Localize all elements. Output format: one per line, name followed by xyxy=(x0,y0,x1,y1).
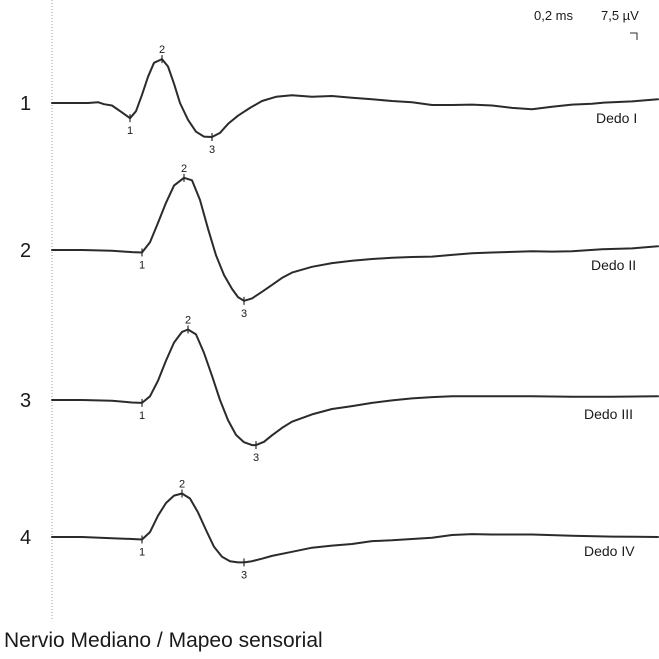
marker-label-2: 2 xyxy=(179,479,185,491)
trace-number: 3 xyxy=(20,390,31,412)
finger-label: Dedo I xyxy=(596,110,637,126)
marker-label-3: 3 xyxy=(253,452,259,464)
scale-bar xyxy=(630,32,638,40)
marker-label-3: 3 xyxy=(241,308,247,320)
finger-label: Dedo II xyxy=(591,257,636,273)
marker-label-3: 3 xyxy=(209,144,215,156)
marker-label-3: 3 xyxy=(241,569,247,581)
finger-label: Dedo IV xyxy=(584,543,635,559)
waveform-line xyxy=(51,492,659,564)
trace-2: 2 1 2 3 Dedo II xyxy=(20,163,659,320)
marker-label-1: 1 xyxy=(139,410,145,422)
trace-3: 3 1 2 3 Dedo III xyxy=(20,314,659,464)
marker-label-1: 1 xyxy=(139,546,145,558)
finger-label: Dedo III xyxy=(584,406,633,422)
marker-label-2: 2 xyxy=(181,163,187,175)
chart-title: Nervio Mediano / Mapeo sensorial xyxy=(4,629,323,652)
trace-4: 4 1 2 3 Dedo IV xyxy=(20,479,659,581)
trace-number: 1 xyxy=(20,93,31,115)
marker-label-2: 2 xyxy=(159,44,165,56)
scale-indicator: 0,2 ms 7,5 µV xyxy=(534,8,639,40)
marker-label-1: 1 xyxy=(127,125,133,137)
waveform-line xyxy=(51,58,659,138)
marker-label-1: 1 xyxy=(139,259,145,271)
trace-number: 2 xyxy=(20,240,31,262)
trace-group: 1 1 2 3 Dedo I 2 1 2 3 Dedo II 3 1 2 3 Dedo III 4 1 2 3 Ded… xyxy=(20,44,659,581)
waveform-line xyxy=(51,328,659,447)
waveform-line xyxy=(51,176,659,302)
marker-label-2: 2 xyxy=(185,314,191,326)
amplitude-scale-label: 7,5 µV xyxy=(601,8,639,23)
time-scale-label: 0,2 ms xyxy=(534,8,574,23)
trace-1: 1 1 2 3 Dedo I xyxy=(20,44,659,156)
trace-number: 4 xyxy=(20,527,31,549)
